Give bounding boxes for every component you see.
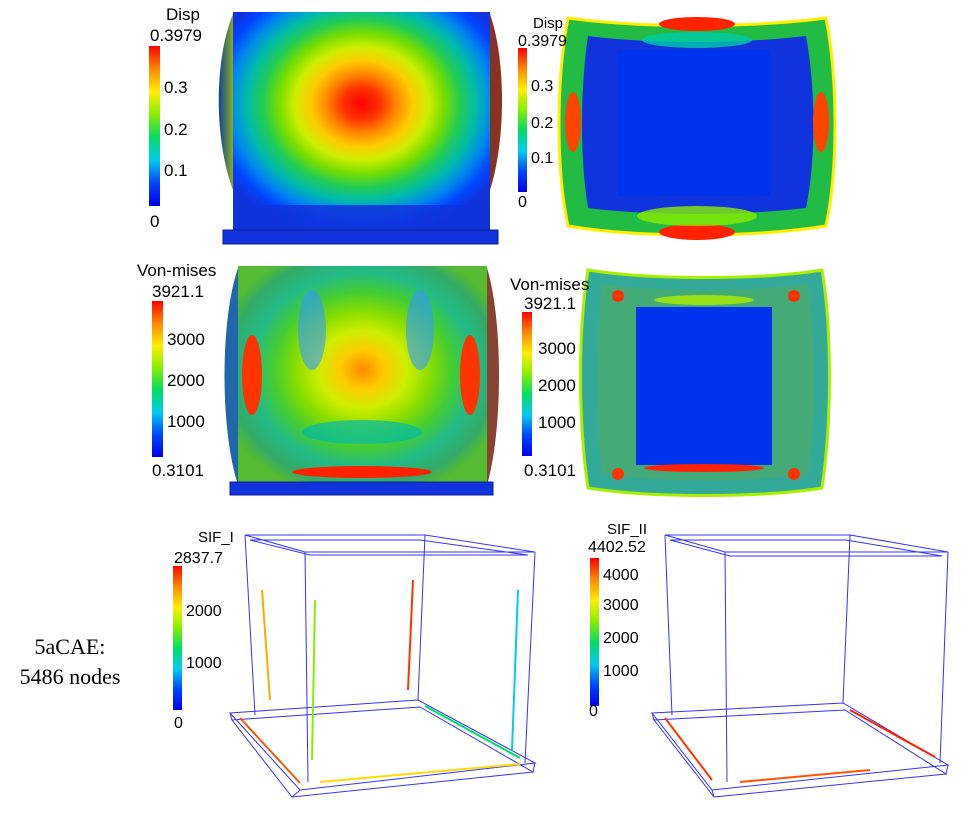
- vm-front-body: [238, 266, 487, 482]
- vm-front-colorbar: [152, 301, 163, 457]
- vm-front-title: Von-mises: [137, 261, 217, 280]
- vm-top-title: Von-mises: [510, 275, 590, 294]
- model-label: 5aCAE: 5486 nodes: [0, 632, 140, 692]
- sif1-tick-min: 0: [174, 715, 183, 732]
- vm-front-tick-max: 3921.1: [152, 282, 204, 301]
- disp-front-tick: 0.3: [164, 78, 188, 97]
- disp-front-left-bulge: [218, 14, 233, 190]
- vm-top-interior: [636, 307, 772, 465]
- sif1-tick-max: 2837.7: [174, 550, 223, 567]
- sif1-tick: 1000: [186, 655, 222, 672]
- disp-front-right-bulge: [490, 14, 502, 190]
- vm-front-base: [229, 481, 494, 496]
- disp-front-tick: 0.2: [164, 120, 188, 139]
- vm-top-tick-min: 0.3101: [524, 461, 576, 480]
- sif2-colorbar: [590, 558, 599, 706]
- disp-front-tick: 0.1: [164, 161, 188, 180]
- sif2-tick: 3000: [603, 597, 639, 614]
- vm-front-tick: 2000: [167, 371, 205, 390]
- disp-front-base: [222, 229, 499, 245]
- disp-front-tick-max: 0.3979: [150, 26, 202, 45]
- disp-top-tick-max: 0.3979: [518, 33, 567, 50]
- sif1-crack-colors: [239, 579, 521, 784]
- sif2-title: SIF_II: [607, 521, 648, 538]
- disp-top-interior: [618, 50, 770, 196]
- sif2-wireframe: [651, 534, 950, 798]
- vm-front-tick-min: 0.3101: [152, 461, 204, 480]
- vm-top-tick: 3000: [538, 339, 576, 358]
- sif1-colorbar: [173, 566, 182, 710]
- disp-top-title: Disp: [533, 15, 564, 32]
- sif2-tick: 2000: [603, 630, 639, 647]
- disp-front-tick-min: 0: [150, 212, 160, 231]
- disp-front-colorbar: [149, 46, 160, 206]
- sif1-tick: 2000: [186, 603, 222, 620]
- vm-top-tick: 2000: [538, 376, 576, 395]
- vm-top-tick-max: 3921.1: [524, 294, 576, 313]
- disp-top-colorbar: [518, 48, 527, 192]
- sif2-tick: 4000: [603, 567, 639, 584]
- disp-front-body: [233, 12, 490, 230]
- vm-front-tick: 1000: [167, 412, 205, 431]
- sif2-tick-max: 4402.52: [588, 539, 646, 556]
- disp-top-tick: 0.3: [531, 78, 554, 95]
- sif1-wireframe: [228, 534, 537, 798]
- disp-front-title: Disp: [166, 5, 201, 24]
- sif2-tick: 1000: [603, 663, 639, 680]
- sif2-tick-min: 0: [589, 703, 598, 720]
- vm-top-tick: 1000: [538, 413, 576, 432]
- model-node-count: 5486 nodes: [19, 664, 121, 689]
- vm-front-tick: 3000: [167, 330, 205, 349]
- sif1-title: SIF_I: [198, 529, 234, 546]
- disp-top-tick: 0.2: [531, 115, 554, 132]
- model-name: 5aCAE:: [34, 634, 106, 659]
- vm-top-colorbar: [522, 312, 532, 456]
- disp-top-tick-min: 0: [518, 194, 527, 211]
- disp-top-tick: 0.1: [531, 150, 554, 167]
- sif2-crack-colors: [664, 709, 936, 783]
